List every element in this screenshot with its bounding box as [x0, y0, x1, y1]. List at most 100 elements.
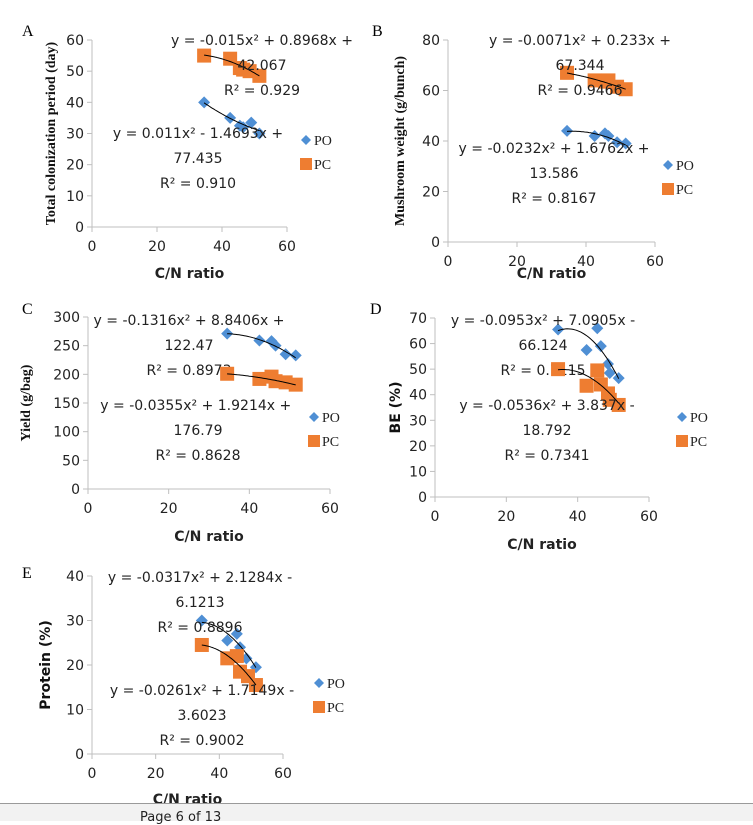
x-tick-label: 40 — [213, 239, 231, 255]
y-tick-label: 70 — [409, 311, 427, 327]
equation-line-part: 176.79 — [174, 423, 223, 439]
equation-line-part: y = -0.0355x² + 1.9214x + — [100, 398, 295, 414]
legend-marker-po — [677, 412, 687, 422]
legend-label-po: PO — [322, 411, 340, 426]
trendline-equation-po: R² = 0.8167 — [512, 191, 597, 207]
y-tick-label: 100 — [53, 425, 80, 441]
legend-label-pc: PC — [327, 701, 344, 716]
trendline-pc — [557, 369, 620, 404]
y-tick-label: 20 — [422, 185, 440, 201]
data-point-po — [594, 340, 607, 353]
panel-letter: A — [22, 23, 34, 40]
data-point-po — [279, 348, 292, 361]
data-point-po — [591, 322, 604, 335]
legend-label-pc: PC — [322, 435, 339, 450]
trendline-equation-po: R² = 0.8973 — [147, 363, 232, 379]
trendline-equation-po: 6.1213 — [176, 595, 225, 611]
footer-divider — [0, 803, 753, 804]
trendline-equation-pc: R² = 0.8628 — [156, 448, 241, 464]
x-tick-label: 60 — [640, 509, 658, 525]
x-axis-label: C/N ratio — [174, 529, 244, 545]
x-tick-label: 0 — [431, 509, 440, 525]
x-axis-label: C/N ratio — [507, 537, 577, 553]
x-tick-label: 0 — [84, 501, 93, 517]
data-point-pc — [551, 362, 566, 377]
chart-panel-c: C 0 50 100 150 200 250 300 0 20 40 60 C/N ratio Yield… — [19, 301, 340, 545]
y-tick-label: 20 — [409, 439, 427, 455]
trendline-equation-pc: y = -0.0355x² + 1.9214x + 176.79 — [100, 398, 295, 439]
trendline-equation-pc: y = -0.0071x² + 0.233x + — [489, 33, 671, 49]
data-point-po — [230, 627, 243, 640]
y-tick-label: 50 — [409, 362, 427, 378]
trendline-pc — [566, 72, 626, 90]
legend-marker-po — [301, 135, 311, 145]
y-tick-label: 150 — [53, 396, 80, 412]
trendline-equation-po: 13.586 — [530, 166, 579, 182]
y-tick-label: 30 — [66, 127, 84, 143]
data-point-po — [253, 334, 266, 347]
x-tick-label: 60 — [278, 239, 296, 255]
y-tick-label: 10 — [66, 189, 84, 205]
chart-panel-b: B 0 20 40 60 80 0 20 40 60 C/N ratio Mushroom weigh… — [372, 23, 694, 282]
legend-label-pc: PC — [676, 183, 693, 198]
data-point-pc — [252, 371, 267, 386]
y-tick-label: 40 — [66, 569, 84, 585]
trendline-equation-pc: 18.792 — [523, 423, 572, 439]
trendline-equation-pc: R² = 0.7341 — [505, 448, 590, 464]
y-tick-label: 60 — [409, 337, 427, 353]
legend-marker-pc — [308, 435, 320, 447]
x-axis-label: C/N ratio — [517, 266, 587, 282]
legend-marker-pc — [313, 701, 325, 713]
legend-label-po: PO — [690, 411, 708, 426]
legend-label-pc: PC — [690, 435, 707, 450]
y-tick-label: 30 — [66, 614, 84, 630]
trendline-equation-pc: 3.6023 — [178, 708, 227, 724]
y-tick-label: 30 — [409, 413, 427, 429]
trendline-equation-po: y = 0.011x² - 1.4693x + — [113, 126, 283, 142]
x-tick-label: 60 — [646, 254, 664, 270]
y-tick-label: 0 — [71, 482, 80, 498]
trendline-equation-po: 122.47 — [165, 338, 214, 354]
y-tick-label: 200 — [53, 367, 80, 383]
panel-letter: B — [372, 23, 383, 40]
trendline-po — [566, 130, 626, 146]
y-axis-label: Mushroom weight (g/bunch) — [393, 56, 408, 226]
trendline-equation-pc: R² = 0.9002 — [160, 733, 245, 749]
y-tick-label: 250 — [53, 339, 80, 355]
trendline-pc — [204, 54, 260, 77]
legend-marker-po — [314, 678, 324, 688]
x-tick-label: 40 — [240, 501, 258, 517]
data-point-po — [237, 121, 250, 134]
data-point-po — [580, 343, 593, 356]
y-tick-label: 50 — [66, 64, 84, 80]
legend-label-po: PO — [314, 134, 332, 149]
data-point-pc — [560, 65, 575, 80]
y-tick-label: 10 — [66, 703, 84, 719]
trendline-equation-po: R² = 0.8896 — [158, 620, 243, 636]
x-tick-label: 0 — [88, 766, 97, 782]
page-number: Page 6 of 13 — [140, 810, 222, 825]
y-tick-label: 50 — [62, 453, 80, 469]
trendline-pc — [227, 373, 296, 386]
x-tick-label: 0 — [444, 254, 453, 270]
data-point-po — [245, 116, 258, 129]
trendline-equation-pc: 42.067 — [238, 58, 287, 74]
trendline-po — [201, 621, 257, 668]
trendline-equation-pc: y = -0.0261x² + 1.7149x - — [110, 683, 294, 699]
data-point-po — [221, 634, 234, 647]
x-tick-label: 60 — [321, 501, 339, 517]
y-tick-label: 0 — [75, 220, 84, 236]
trendline-equation-po: y = -0.1316x² + 8.8406x + — [94, 313, 285, 329]
y-tick-label: 300 — [53, 310, 80, 326]
chart-panel-a: A 0 10 20 30 40 50 60 0 20 40 60 C/N ratio Total colo… — [22, 23, 353, 282]
x-tick-label: 20 — [148, 239, 166, 255]
footer-bar — [0, 804, 753, 821]
panel-letter: D — [370, 301, 382, 318]
x-tick-label: 0 — [88, 239, 97, 255]
trendline-equation-po: y = -0.0953x² + 7.0905x - — [451, 313, 635, 329]
chart-panel-d: D 0 10 20 30 40 50 60 70 0 20 40 60 C/N ratio BE (%) y … — [370, 301, 708, 553]
trendline-equation-pc: y = -0.015x² + 0.8968x + — [171, 33, 353, 49]
x-tick-label: 20 — [147, 766, 165, 782]
